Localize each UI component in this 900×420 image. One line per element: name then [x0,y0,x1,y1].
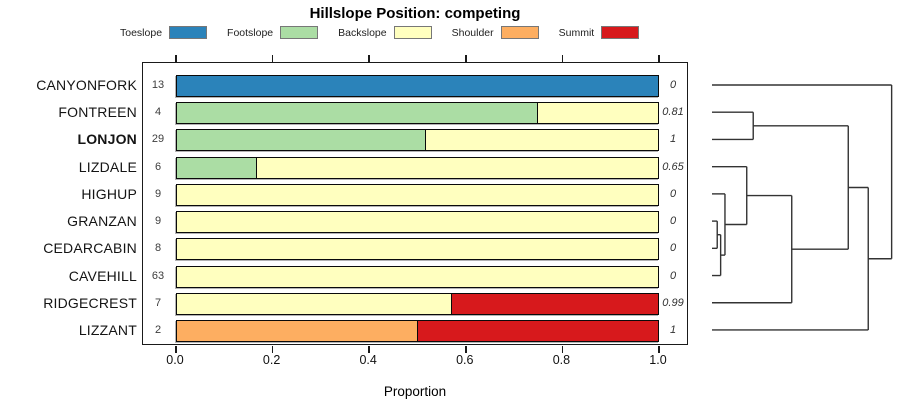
n-value: 9 [154,215,162,228]
stacked-bar-highup [176,183,659,206]
axis-tick [271,345,274,353]
bar-segment-summit [451,293,658,314]
bar-segment-backslope [177,266,658,287]
x-tick-label: 1.0 [649,353,667,367]
row-label-cavehill: CAVEHILL [68,267,137,284]
n-value: 13 [151,79,165,91]
bar-segment-summit [417,320,658,341]
h-value: 0.99 [662,296,684,309]
x-axis-title: Proportion [383,384,447,399]
bar-segment-backslope [177,293,452,314]
stacked-bar-lizdale [176,156,659,179]
row-label-lonjon: LONJON [77,131,137,148]
h-value: 1 [669,323,677,336]
x-tick-label: 0.8 [552,353,571,367]
row-label-granzan: GRANZAN [67,213,137,230]
n-value: 29 [151,133,165,146]
x-tick-label: 0.2 [262,353,281,367]
legend-item-shoulder: Shoulder [452,26,539,39]
x-tick-label: 0.4 [359,353,377,367]
stacked-bar-canyonfork [176,75,659,97]
stacked-bar-cavehill [176,265,659,288]
axis-tick [561,345,564,353]
stacked-bar-lonjon [176,129,659,152]
row-label-lizdale: LIZDALE [78,158,137,175]
h-value: 0 [669,215,677,228]
bar-segment-footslope [177,157,258,178]
bar-segment-backslope [177,239,658,260]
bar-segment-backslope [177,184,658,205]
axis-tick [368,345,370,353]
stacked-bar-granzan [176,211,659,234]
row-label-highup: HIGHUP [81,185,137,202]
n-value: 2 [154,323,162,336]
legend-label: Backslope [338,26,387,39]
legend-swatch-icon [280,26,319,39]
axis-tick [658,345,660,353]
stacked-bar-fontreen [176,102,659,125]
n-value: 8 [154,242,162,255]
legend-label: Footslope [227,26,274,39]
axis-tick [658,54,660,62]
bar-segment-backslope [177,212,658,233]
n-value: 63 [151,269,165,282]
plot-area [142,54,688,353]
row-label-ridgecrest: RIDGECREST [43,294,137,311]
n-value: 4 [154,106,162,119]
legend: Toeslope Footslope Backslope Shoulder Summit [120,26,640,39]
legend-label: Shoulder [451,26,494,39]
h-value: 0.65 [662,160,684,173]
bar-segment-toeslope [177,76,658,96]
row-label-canyonfork: CANYONFORK [36,77,137,93]
h-value: 0 [669,269,677,282]
axis-tick [561,54,564,62]
bar-segment-footslope [177,103,538,124]
x-tick-label: 0.0 [166,353,184,367]
stacked-bar-ridgecrest [176,292,659,315]
bar-segment-backslope [425,130,658,151]
stacked-bar-lizzant [176,319,659,342]
legend-item-toeslope: Toeslope [120,26,208,39]
bar-segment-shoulder [177,320,418,341]
axis-tick [175,54,177,62]
x-tick-label: 0.6 [456,353,474,367]
h-value: 0 [669,79,677,91]
legend-swatch-icon [169,26,208,39]
n-value: 6 [154,160,162,173]
row-label-cedarcabin: CEDARCABIN [43,240,137,257]
h-value: 0 [669,187,677,200]
bar-segment-backslope [257,157,658,178]
row-label-fontreen: FONTREEN [58,104,137,121]
cluster-dendrogram [712,84,893,331]
bar-segment-backslope [537,103,658,124]
legend-label: Summit [558,26,595,39]
legend-item-summit: Summit [559,26,640,39]
bar-segment-footslope [177,130,426,151]
axis-tick [271,54,274,62]
legend-item-backslope: Backslope [338,26,432,39]
chart-title: Hillslope Position: competing [309,5,521,22]
legend-swatch-icon [393,26,432,39]
stacked-bar-cedarcabin [176,238,659,261]
row-label-lizzant: LIZZANT [78,321,137,338]
legend-swatch-icon [500,26,539,39]
axis-tick [175,345,177,353]
h-value: 0 [669,242,677,255]
axis-tick [465,54,467,62]
n-value: 9 [154,187,162,200]
n-value: 7 [154,296,162,309]
h-value: 0.81 [662,106,684,119]
legend-label: Toeslope [120,26,163,39]
legend-item-footslope: Footslope [227,26,319,39]
legend-swatch-icon [601,26,640,39]
axis-tick [465,345,467,353]
h-value: 1 [669,133,677,146]
axis-tick [368,54,370,62]
